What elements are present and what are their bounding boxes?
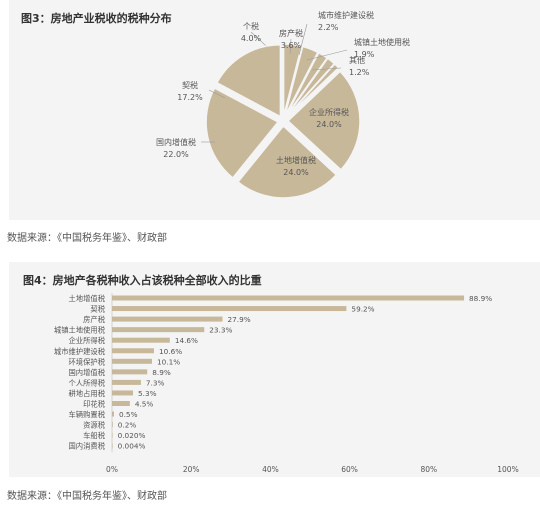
bar <box>112 316 223 322</box>
figure3-title: 图3：房地产业税收的税种分布 <box>21 12 172 25</box>
bar-value-label: 14.6% <box>175 336 198 345</box>
pie-slice-value: 17.2% <box>177 93 203 102</box>
figure4-source: 数据来源：《中国税务年鉴》、财政部 <box>7 491 167 502</box>
bar-category-label: 房产税 <box>83 315 106 324</box>
bar-category-label: 土地增值税 <box>69 294 106 303</box>
bar-value-label: 59.2% <box>351 305 374 314</box>
bar-value-label: 10.1% <box>157 357 180 366</box>
bar-value-label: 27.9% <box>227 315 250 324</box>
pie-slice <box>285 62 340 118</box>
x-tick-label: 60% <box>341 465 358 474</box>
x-tick-label: 100% <box>497 465 518 474</box>
pie-slice <box>284 45 319 117</box>
pie-slice-label: 房产税 <box>279 28 303 38</box>
bar <box>112 432 113 438</box>
bar-value-label: 0.5% <box>119 410 138 419</box>
pie-slice-label: 个税 <box>243 21 259 31</box>
pie-slice <box>215 43 282 118</box>
bar-category-label: 车船税 <box>83 431 106 440</box>
bar <box>112 295 465 301</box>
x-tick-label: 80% <box>420 465 437 474</box>
x-tick-label: 40% <box>262 465 279 474</box>
bar <box>112 358 152 364</box>
pie-slice-label: 国内增值税 <box>156 137 196 147</box>
bar <box>112 327 205 333</box>
pie-slice <box>286 70 361 171</box>
bar <box>112 348 154 354</box>
pie-leader-line <box>289 38 292 55</box>
bar-value-label: 0.020% <box>118 431 146 440</box>
pie-slice <box>205 87 280 179</box>
figure4-panel: 图4：房地产各税种收入占该税种全部收入的比重 土地增值税 88.9% 契税 59.2%… <box>9 262 540 477</box>
bar-category-label: 资源税 <box>83 421 106 430</box>
pie-slice-label: 土地增值税 <box>276 155 316 165</box>
bar-value-label: 4.5% <box>135 400 154 409</box>
bar-category-label: 印花税 <box>83 400 106 409</box>
bar-value-label: 0.2% <box>118 421 137 430</box>
pie-slice-label: 城镇土地使用税 <box>354 37 410 47</box>
bar-category-label: 环境保护税 <box>69 357 106 366</box>
pie-slice-label: 企业所得税 <box>309 107 349 117</box>
pie-leader-line <box>208 89 226 99</box>
bar-category-label: 城市维护建设税 <box>54 347 106 356</box>
bar-category-label: 契税 <box>90 305 105 314</box>
bar-chart: 土地增值税 88.9% 契税 59.2% 房产税 27.9% 城镇土地使用税 23.3% 企业所… <box>54 293 519 474</box>
pie-slice <box>236 124 338 199</box>
pie-slice-value: 24.0% <box>316 120 342 129</box>
bar <box>112 401 130 406</box>
figure4-title: 图4：房地产各税种收入占该税种全部收入的比重 <box>23 274 262 287</box>
bar-category-label: 城镇土地使用税 <box>54 326 106 335</box>
pie-leader-line <box>306 49 348 61</box>
bar-category-label: 企业所得税 <box>69 336 106 345</box>
bar <box>112 306 347 312</box>
pie-leader-line <box>298 23 308 56</box>
pie-slice-value: 3.6% <box>281 41 302 50</box>
bar-value-label: 8.9% <box>152 368 171 377</box>
bar-value-label: 23.3% <box>209 326 232 335</box>
bar <box>112 390 133 396</box>
pie-slice-value: 1.2% <box>349 68 370 77</box>
bar <box>112 411 114 417</box>
bar-category-label: 国内增值税 <box>69 368 106 377</box>
pie-slice-value: 24.0% <box>283 168 309 177</box>
pie-slice-value: 2.2% <box>318 23 339 32</box>
bar <box>112 337 170 343</box>
pie-slice-value: 22.0% <box>163 150 189 159</box>
bar-category-label: 耕地占用税 <box>69 389 106 398</box>
x-tick-label: 20% <box>183 465 200 474</box>
pie-slice-label: 其他 <box>349 55 365 65</box>
bar-value-label: 10.6% <box>159 347 182 356</box>
bar <box>112 379 141 385</box>
bar-category-label: 国内消费税 <box>69 442 106 451</box>
pie-chart: 个税 4.0% 房产税 3.6% 城市维护建设税 2.2% 城镇土地使用税 1.9%其他 1.2… <box>156 10 410 199</box>
bar-value-label: 5.3% <box>138 389 157 398</box>
pie-slice-value: 1.9% <box>354 50 375 59</box>
bar <box>112 443 113 449</box>
figure3-source: 数据来源：《中国税务年鉴》、财政部 <box>7 233 167 244</box>
pie-slice-value: 4.0% <box>241 34 262 43</box>
bar <box>112 369 148 375</box>
bar-value-label: 7.3% <box>146 378 165 387</box>
bar <box>112 422 113 428</box>
figure3-panel: 图3：房地产业税收的税种分布 个税 4.0% 房产税 3.6% 城市维护建设税 2.2% 城… <box>9 0 540 220</box>
bar-category-label: 车辆购置税 <box>69 410 106 419</box>
pie-leader-line <box>311 67 342 71</box>
bar-value-label: 88.9% <box>469 294 492 303</box>
x-tick-label: 0% <box>106 465 118 474</box>
bar-category-label: 个人所得税 <box>69 378 106 387</box>
pie-slice-label: 契税 <box>182 80 198 90</box>
pie-slice-label: 城市维护建设税 <box>318 10 374 20</box>
bar-value-label: 0.004% <box>118 442 146 451</box>
